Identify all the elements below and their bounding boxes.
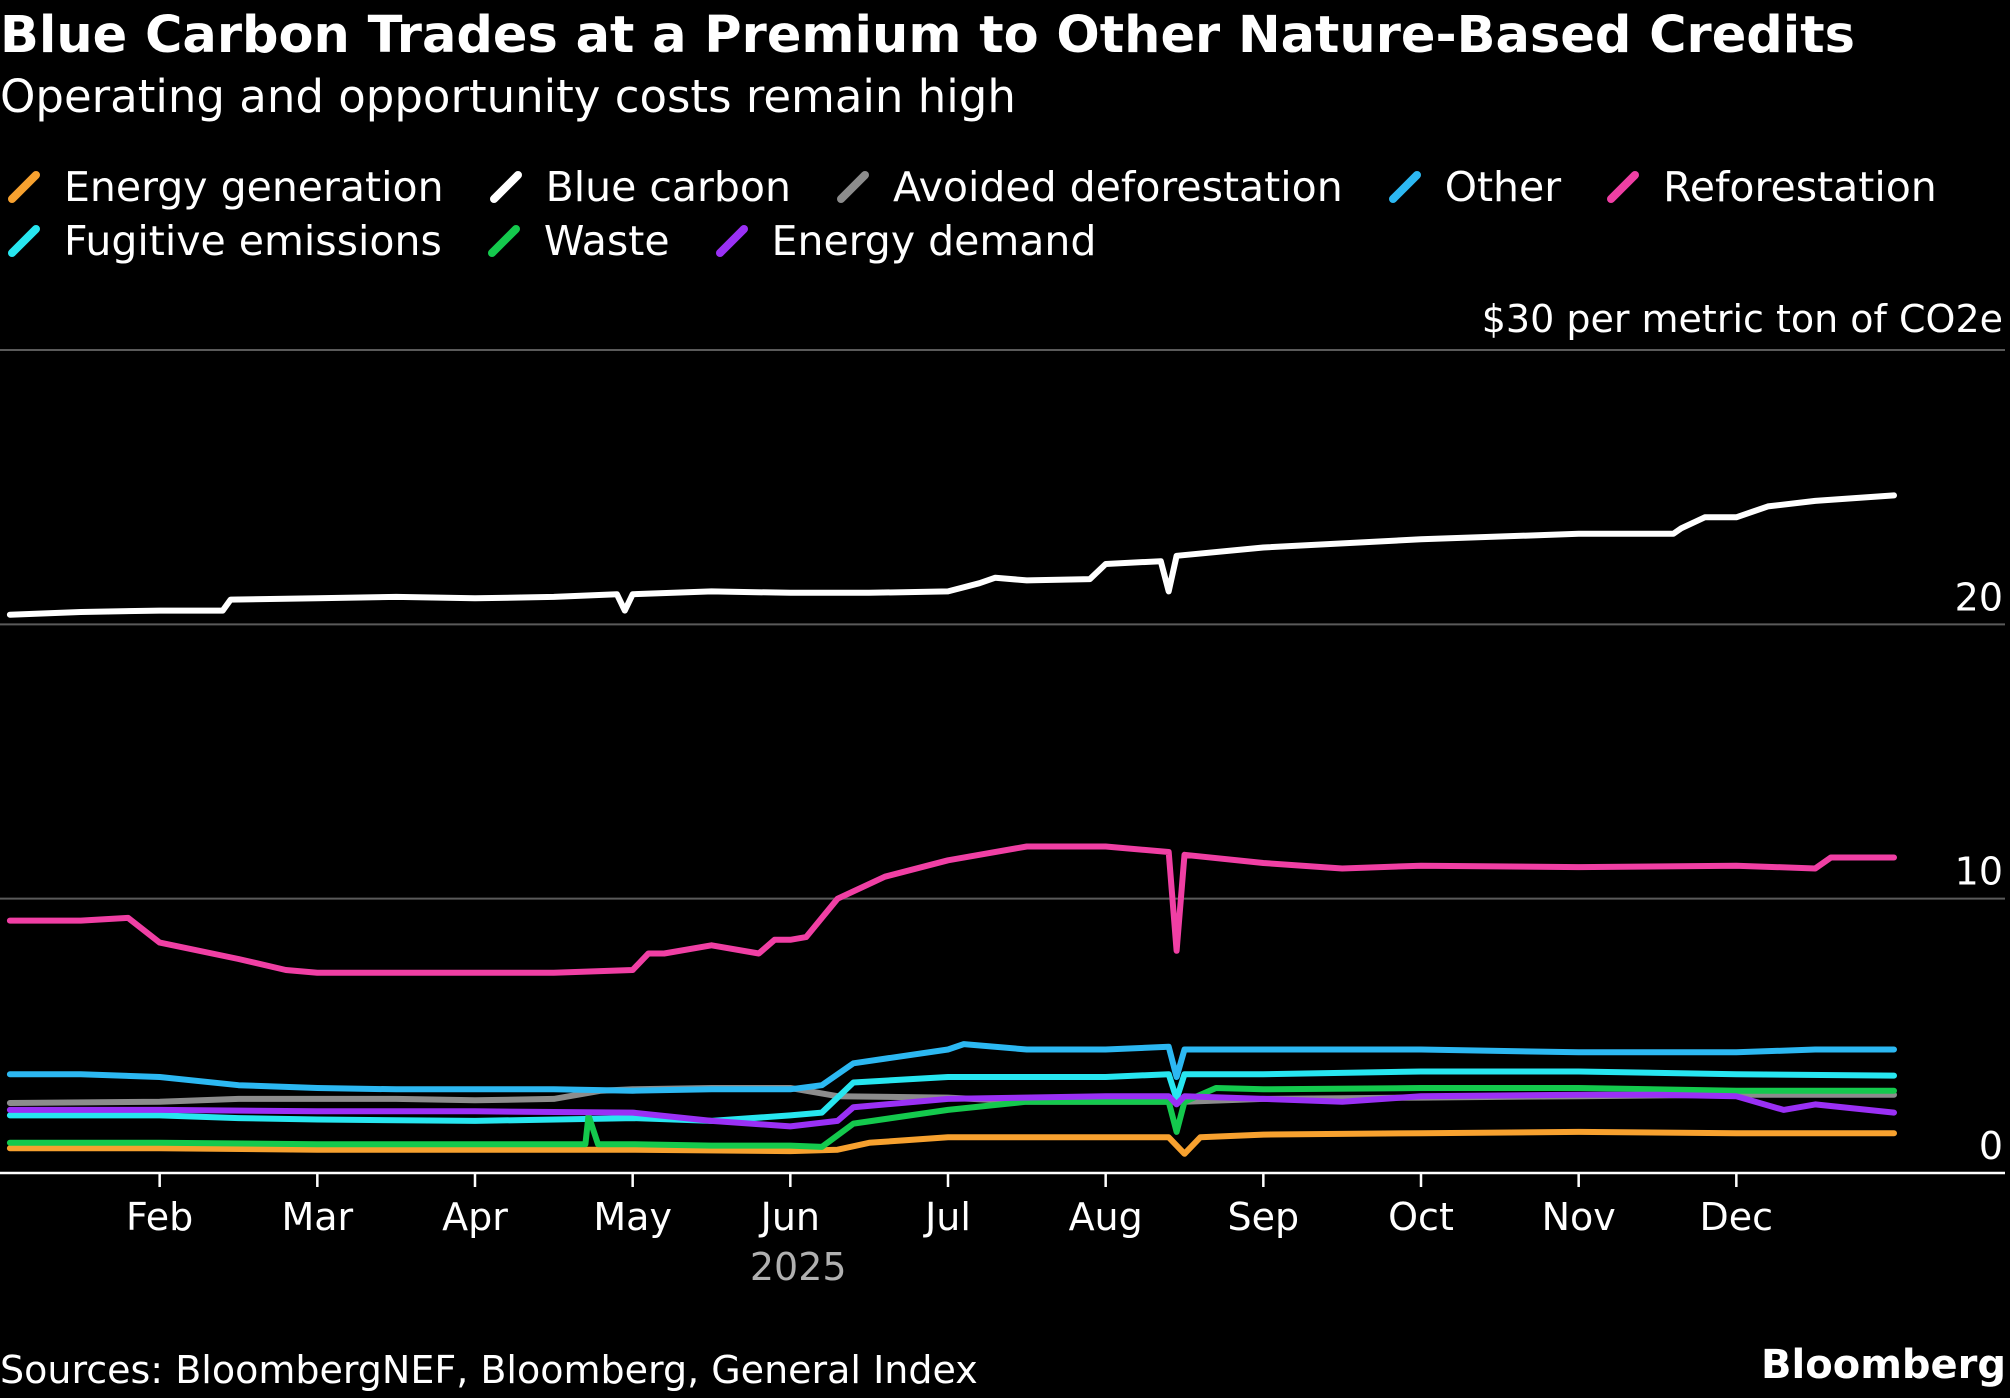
chart-subtitle: Operating and opportunity costs remain h… <box>0 70 1016 123</box>
x-tick-label: Aug <box>1069 1195 1143 1239</box>
legend-swatch-icon <box>715 225 748 257</box>
legend-item-other: Other <box>1381 163 1561 211</box>
x-tick-label: Oct <box>1388 1195 1454 1239</box>
series-line-waste <box>6 1085 1897 1150</box>
legend-swatch-icon <box>1388 171 1421 203</box>
legend-swatch-icon <box>8 225 40 257</box>
legend-item-reforestation: Reforestation <box>1599 163 1937 211</box>
legend-swatch-icon <box>8 171 40 203</box>
series-line-other <box>6 1041 1897 1094</box>
x-tick-label: Feb <box>126 1195 193 1239</box>
legend-swatch-icon <box>487 225 520 257</box>
legend-item-energy-demand: Energy demand <box>708 217 1097 265</box>
series-layer <box>6 492 1897 1157</box>
legend: Energy generation Blue carbon Avoided de… <box>0 160 1990 268</box>
line-chart: $30 per metric ton of CO2e 0 10 20 Feb Mar Apr… <box>0 297 2005 1289</box>
series-line-blue-carbon <box>6 492 1897 618</box>
series-line-energy-generation <box>6 1128 1897 1157</box>
series-line-energy-demand <box>6 1091 1897 1130</box>
legend-label: Energy demand <box>771 217 1097 265</box>
x-tick-label: Dec <box>1700 1195 1774 1239</box>
legend-label: Fugitive emissions <box>64 217 442 265</box>
x-axis-year-label: 2025 <box>750 1245 847 1289</box>
x-tick-label: Mar <box>281 1195 353 1239</box>
legend-item-blue-carbon: Blue carbon <box>482 163 791 211</box>
y-tick-label: 20 <box>1955 575 2003 619</box>
x-tick-label: Sep <box>1228 1195 1300 1239</box>
source-note: Sources: BloombergNEF, Bloomberg, Genera… <box>0 1348 978 1392</box>
chart-title: Blue Carbon Trades at a Premium to Other… <box>0 6 1856 65</box>
x-tick-label: Jun <box>759 1195 820 1239</box>
axis-layer: $30 per metric ton of CO2e 0 10 20 Feb Mar Apr… <box>0 297 2005 1289</box>
legend-label: Other <box>1444 163 1562 211</box>
x-tick-label: Apr <box>442 1195 508 1239</box>
x-tick-label: May <box>593 1195 672 1239</box>
legend-item-waste: Waste <box>480 217 670 265</box>
series-line-reforestation <box>6 843 1897 976</box>
legend-item-avoided-deforestation: Avoided deforestation <box>829 163 1343 211</box>
legend-label: Energy generation <box>64 163 444 211</box>
x-tick-label: Nov <box>1542 1195 1616 1239</box>
legend-item-fugitive-emissions: Fugitive emissions <box>0 217 442 265</box>
legend-swatch-icon <box>489 171 522 203</box>
y-axis-unit-label: $30 per metric ton of CO2e <box>1482 297 2003 341</box>
bloomberg-logo: Bloomberg <box>1761 1342 2006 1388</box>
legend-row: Energy generation Blue carbon Avoided de… <box>0 160 1990 214</box>
x-tick-label: Jul <box>923 1195 971 1239</box>
grid-layer <box>0 349 2005 900</box>
legend-swatch-icon <box>1607 171 1640 203</box>
legend-label: Waste <box>543 217 670 265</box>
series-line-fugitive-emissions <box>6 1068 1897 1124</box>
legend-item-energy-generation: Energy generation <box>0 163 444 211</box>
legend-swatch-icon <box>836 171 869 203</box>
legend-label: Reforestation <box>1663 163 1937 211</box>
y-tick-label: 10 <box>1955 850 2003 894</box>
legend-label: Blue carbon <box>545 163 791 211</box>
legend-row: Fugitive emissions Waste Energy demand <box>0 214 1990 268</box>
legend-label: Avoided deforestation <box>892 163 1343 211</box>
y-tick-label: 0 <box>1979 1124 2003 1168</box>
